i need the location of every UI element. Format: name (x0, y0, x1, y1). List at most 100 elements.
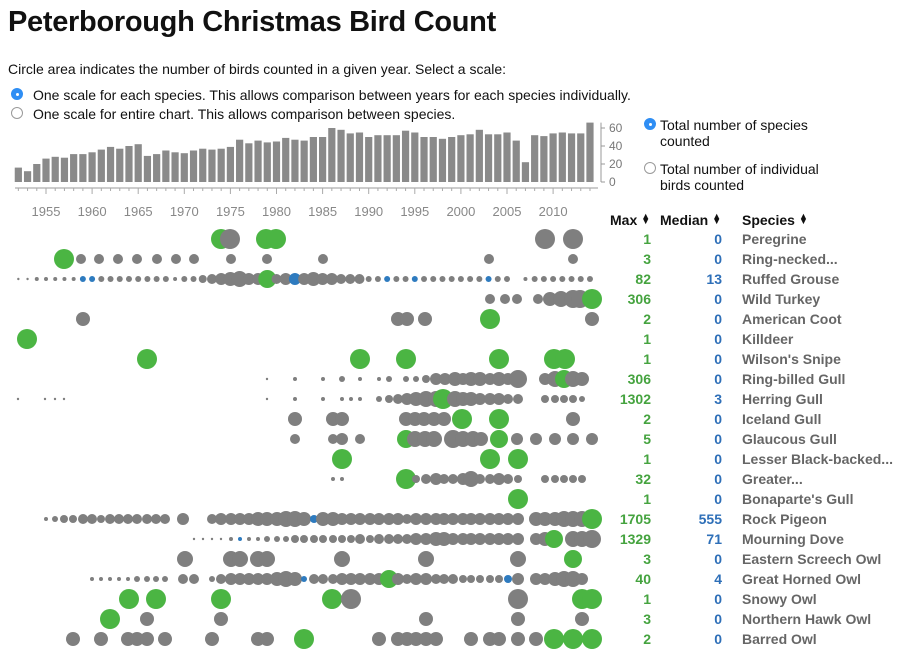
count-circle[interactable] (464, 632, 478, 646)
count-circle[interactable] (493, 473, 505, 485)
count-circle[interactable] (365, 276, 372, 282)
count-circle[interactable] (345, 573, 357, 585)
count-circle[interactable] (331, 477, 335, 481)
count-circle[interactable] (523, 277, 528, 281)
bar-1981[interactable] (282, 137, 290, 182)
count-circle[interactable] (439, 373, 451, 385)
count-circle[interactable] (448, 474, 458, 484)
count-circle[interactable] (541, 475, 549, 483)
count-circle[interactable] (43, 397, 47, 401)
count-circle[interactable] (467, 575, 475, 583)
radio-species-scale[interactable] (11, 88, 23, 100)
count-circle[interactable] (345, 513, 357, 525)
bar-1966[interactable] (143, 155, 152, 182)
count-circle[interactable] (336, 274, 347, 284)
count-circle[interactable] (386, 376, 392, 382)
count-circle[interactable] (364, 513, 376, 525)
count-circle[interactable] (431, 574, 441, 584)
bar-1980[interactable] (272, 141, 281, 183)
count-circle[interactable] (336, 573, 348, 585)
count-circle[interactable] (355, 534, 365, 544)
count-circle[interactable] (94, 254, 104, 264)
count-circle[interactable] (189, 574, 199, 584)
count-circle[interactable] (316, 512, 330, 526)
species-name[interactable]: Bonaparte's Gull (742, 491, 853, 507)
count-circle[interactable] (465, 513, 477, 525)
count-circle[interactable] (318, 254, 328, 264)
toggle-species-counted[interactable]: Total number of species counted (644, 117, 844, 151)
bar-1959[interactable] (79, 154, 87, 182)
count-circle[interactable] (142, 514, 152, 524)
count-circle[interactable] (300, 535, 308, 543)
bar-1969[interactable] (171, 152, 179, 182)
count-circle[interactable] (76, 254, 86, 264)
bar-2002[interactable] (475, 129, 483, 182)
bar-1973[interactable] (208, 149, 216, 182)
count-circle[interactable] (464, 392, 478, 406)
count-circle[interactable] (376, 396, 382, 402)
count-circle[interactable] (94, 632, 108, 646)
count-circle[interactable] (495, 575, 503, 583)
count-circle[interactable] (293, 397, 297, 401)
count-circle[interactable] (549, 433, 561, 445)
count-circle[interactable] (512, 513, 524, 525)
bar-1990[interactable] (365, 137, 373, 182)
count-circle[interactable] (586, 433, 598, 445)
species-name[interactable]: Snowy Owl (742, 591, 817, 607)
species-name[interactable]: Herring Gull (742, 391, 823, 407)
count-circle[interactable] (79, 276, 86, 282)
count-circle[interactable] (565, 571, 581, 587)
bar-1993[interactable] (392, 135, 400, 182)
count-circle[interactable] (493, 533, 505, 545)
count-circle[interactable] (225, 573, 237, 585)
count-circle[interactable] (476, 276, 483, 282)
count-circle[interactable] (540, 276, 547, 282)
header-median[interactable]: Median ▲ ▼ (660, 212, 721, 229)
count-circle[interactable] (113, 254, 123, 264)
species-name[interactable]: Mourning Dove (742, 531, 844, 547)
bar-1978[interactable] (254, 140, 262, 182)
count-circle[interactable] (366, 535, 374, 543)
bar-1960[interactable] (88, 152, 96, 182)
count-circle[interactable] (586, 276, 593, 282)
count-circle[interactable] (485, 474, 495, 484)
count-circle[interactable] (474, 533, 486, 545)
count-circle[interactable] (153, 576, 159, 582)
count-circle[interactable] (334, 551, 350, 567)
count-circle[interactable] (412, 475, 420, 483)
count-circle[interactable] (504, 276, 510, 282)
count-circle[interactable] (530, 573, 542, 585)
bar-1962[interactable] (106, 146, 115, 182)
count-circle[interactable] (459, 575, 467, 583)
count-circle[interactable] (173, 277, 178, 281)
count-circle[interactable] (247, 537, 251, 541)
bar-1972[interactable] (199, 148, 207, 182)
count-circle[interactable] (119, 589, 139, 609)
bar-1958[interactable] (70, 154, 78, 182)
count-circle[interactable] (465, 533, 477, 545)
bar-1982[interactable] (291, 139, 299, 182)
count-circle[interactable] (393, 276, 400, 282)
count-circle[interactable] (569, 395, 577, 403)
count-circle[interactable] (153, 276, 160, 282)
count-circle[interactable] (140, 632, 154, 646)
species-name[interactable]: Ruffed Grouse (742, 271, 839, 287)
bar-1987[interactable] (337, 129, 345, 182)
count-circle[interactable] (550, 276, 557, 282)
count-circle[interactable] (78, 514, 88, 524)
count-circle[interactable] (234, 573, 246, 585)
count-circle[interactable] (430, 373, 442, 385)
count-circle[interactable] (475, 474, 485, 484)
count-circle[interactable] (358, 377, 362, 381)
count-circle[interactable] (354, 573, 366, 585)
bar-1992[interactable] (383, 135, 391, 182)
count-circle[interactable] (383, 513, 395, 525)
count-circle[interactable] (321, 377, 325, 381)
bar-1955[interactable] (42, 158, 50, 182)
count-circle[interactable] (329, 535, 337, 543)
count-circle[interactable] (229, 537, 233, 541)
bar-2014[interactable] (586, 122, 594, 182)
bar-1989[interactable] (355, 132, 364, 183)
count-circle[interactable] (411, 276, 418, 282)
count-circle[interactable] (137, 349, 157, 369)
